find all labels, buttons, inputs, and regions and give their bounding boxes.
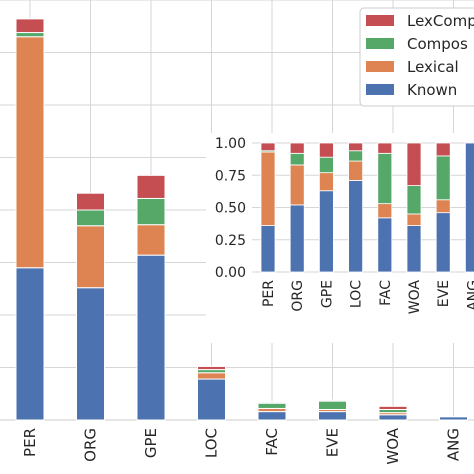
- inset-x-tick-label: EVE: [436, 280, 452, 307]
- legend-swatch-lexcomp: [366, 15, 394, 26]
- inset-bar-compositional: [377, 152, 393, 205]
- inset-y-tick-label: 0.75: [215, 168, 246, 184]
- main-bar-known: [15, 267, 45, 421]
- inset-x-tick-label: FAC: [378, 280, 394, 306]
- main-bar-compositional: [318, 400, 347, 411]
- inset-bar-lexical: [377, 203, 393, 219]
- inset-x-tick-label: LOC: [349, 280, 365, 308]
- inset-bar-compositional: [318, 156, 334, 174]
- inset-bar-known: [318, 190, 334, 273]
- legend-swatch-known: [366, 84, 394, 95]
- inset-x-tick-label: GPE: [319, 280, 335, 308]
- main-chart-x-tick-labels: PER ORG GPE LOC FAC EVE WOA ANG: [21, 427, 463, 464]
- legend-swatch-lexical: [366, 61, 394, 72]
- inset-bar-lexcomp: [348, 142, 364, 152]
- inset-chart-bars: [260, 142, 474, 273]
- inset-bar-lexcomp: [318, 142, 334, 158]
- inset-chart-y-tick-labels: 0.00 0.25 0.50 0.75 1.00: [215, 136, 246, 281]
- inset-y-tick-label: 0.00: [215, 265, 246, 281]
- inset-bar-lexical: [260, 151, 276, 226]
- main-x-tick-label: ANG: [445, 428, 463, 461]
- main-x-tick-label: LOC: [203, 428, 221, 458]
- inset-bar-compositional: [289, 152, 305, 166]
- main-x-tick-label: GPE: [142, 428, 160, 458]
- inset-bar-lexical: [289, 164, 305, 206]
- legend-label: Lexical: [407, 58, 459, 76]
- inset-y-tick-label: 0.50: [215, 201, 246, 217]
- main-bar-lexcomp: [136, 174, 166, 199]
- inset-bar-compositional: [406, 185, 422, 215]
- inset-bar-compositional: [435, 155, 451, 201]
- main-x-tick-label: PER: [21, 428, 39, 457]
- main-x-tick-label: ORG: [82, 428, 100, 462]
- main-bar-lexcomp: [76, 192, 105, 211]
- main-bar-known: [318, 411, 347, 421]
- legend-label: LexComp: [407, 12, 474, 30]
- main-x-tick-label: WOA: [384, 427, 402, 464]
- main-chart-bars: [15, 18, 468, 421]
- main-bar-known: [197, 378, 226, 421]
- legend-swatch-compositional: [366, 38, 394, 49]
- inset-y-tick-label: 0.25: [215, 233, 246, 249]
- inset-bar-known: [260, 225, 276, 273]
- inset-x-tick-label: ANG: [465, 280, 474, 311]
- main-x-tick-label: EVE: [324, 428, 342, 457]
- inset-bar-lexcomp: [435, 142, 451, 157]
- inset-bar-lexcomp: [377, 142, 393, 154]
- inset-x-tick-label: WOA: [407, 280, 423, 315]
- main-bar-lexcomp: [378, 405, 408, 411]
- legend-label: Known: [407, 81, 457, 99]
- inset-normalized-chart: 0.00 0.25 0.50 0.75 1.00 PER ORG GPE LOC FAC WOA E…: [206, 133, 474, 343]
- main-bar-lexical: [197, 372, 226, 380]
- main-bar-compositional: [76, 209, 105, 227]
- inset-bar-lexical: [406, 213, 422, 226]
- inset-bar-known: [464, 142, 474, 273]
- main-bar-compositional: [257, 402, 287, 409]
- legend-label: Compos: [407, 35, 468, 53]
- inset-x-tick-label: ORG: [290, 280, 306, 312]
- main-bar-lexcomp: [257, 401, 287, 404]
- inset-bar-known: [406, 225, 422, 273]
- main-bar-compositional: [136, 197, 166, 226]
- main-bar-lexical: [136, 224, 166, 256]
- inset-x-tick-label: PER: [261, 280, 277, 307]
- inset-bar-lexical: [435, 199, 451, 214]
- main-bar-known: [136, 254, 166, 421]
- inset-chart-x-tick-labels: PER ORG GPE LOC FAC WOA EVE ANG: [261, 280, 474, 315]
- chart-legend: LexComp Compos Lexical Known: [359, 7, 474, 107]
- inset-bar-known: [289, 204, 305, 273]
- main-bar-lexcomp: [197, 365, 226, 371]
- main-bar-lexical: [76, 225, 105, 289]
- main-bar-lexcomp: [15, 18, 45, 34]
- main-bar-lexcomp: [318, 399, 347, 402]
- inset-background: [206, 133, 474, 343]
- main-bar-known: [257, 411, 287, 421]
- inset-y-tick-label: 1.00: [215, 136, 246, 152]
- main-bar-known: [76, 287, 105, 421]
- main-bar-compositional: [15, 32, 45, 38]
- inset-bar-known: [348, 180, 364, 273]
- inset-bar-lexcomp: [406, 142, 422, 186]
- inset-bar-compositional: [348, 150, 364, 162]
- legend-frame: [359, 7, 474, 107]
- main-bar-known: [378, 414, 408, 421]
- inset-bar-lexcomp: [260, 142, 276, 152]
- inset-bar-lexical: [348, 160, 364, 181]
- inset-bar-lexical: [318, 172, 334, 192]
- inset-bar-known: [377, 217, 393, 273]
- inset-bar-lexcomp: [289, 142, 305, 154]
- main-bar-known: [439, 416, 468, 421]
- main-bar-lexical: [15, 36, 45, 269]
- main-x-tick-label: FAC: [263, 428, 281, 456]
- inset-bar-known: [435, 212, 451, 273]
